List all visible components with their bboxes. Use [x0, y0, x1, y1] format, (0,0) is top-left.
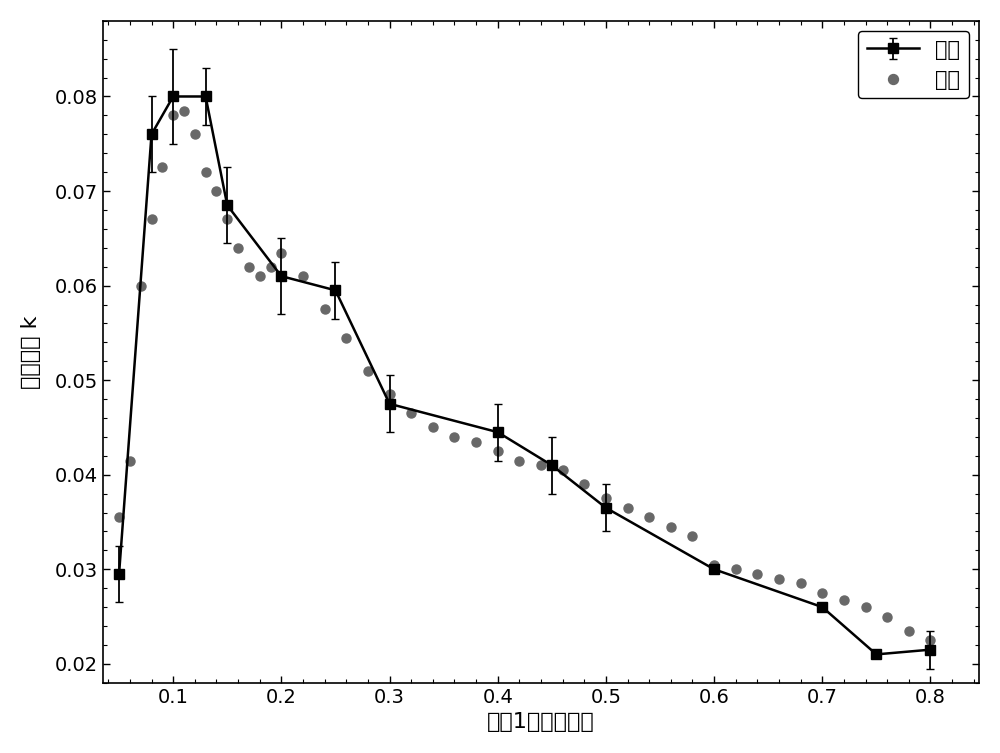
仿真	[265, 262, 277, 271]
仿真	[838, 595, 850, 604]
仿真	[470, 437, 482, 446]
仿真	[113, 513, 125, 522]
Line: 仿真: 仿真	[93, 106, 935, 645]
仿真	[221, 215, 233, 224]
仿真	[232, 243, 244, 252]
X-axis label: 能级1相对布居数: 能级1相对布居数	[487, 712, 595, 732]
仿真	[773, 575, 785, 584]
仿真	[189, 130, 201, 139]
仿真	[578, 480, 590, 489]
仿真	[860, 602, 872, 611]
仿真	[708, 560, 720, 569]
仿真	[124, 456, 136, 465]
仿真	[816, 588, 828, 597]
仿真	[751, 569, 763, 578]
仿真	[405, 409, 417, 418]
仿真	[135, 281, 147, 290]
仿真	[535, 461, 547, 470]
Y-axis label: 比例因子 k: 比例因子 k	[21, 315, 41, 389]
仿真	[622, 503, 634, 512]
Legend: 实验, 仿真: 实验, 仿真	[858, 32, 969, 99]
仿真	[156, 163, 168, 172]
仿真	[319, 305, 331, 314]
仿真	[924, 636, 936, 645]
仿真	[513, 456, 525, 465]
仿真	[427, 423, 439, 432]
仿真	[881, 612, 893, 621]
仿真	[297, 272, 309, 281]
仿真	[254, 272, 266, 281]
仿真	[492, 447, 504, 456]
仿真	[340, 333, 352, 342]
仿真	[167, 111, 179, 120]
仿真	[362, 366, 374, 375]
仿真	[665, 523, 677, 532]
仿真	[146, 215, 158, 224]
仿真	[448, 432, 460, 441]
仿真	[686, 532, 698, 541]
仿真	[730, 565, 742, 574]
仿真	[903, 626, 915, 636]
仿真	[243, 262, 255, 271]
仿真	[643, 513, 655, 522]
仿真	[210, 187, 222, 196]
仿真	[557, 465, 569, 474]
仿真	[91, 636, 103, 645]
仿真	[795, 579, 807, 588]
仿真	[275, 248, 287, 257]
仿真	[384, 390, 396, 399]
仿真	[600, 494, 612, 503]
仿真	[200, 168, 212, 177]
仿真	[178, 106, 190, 115]
